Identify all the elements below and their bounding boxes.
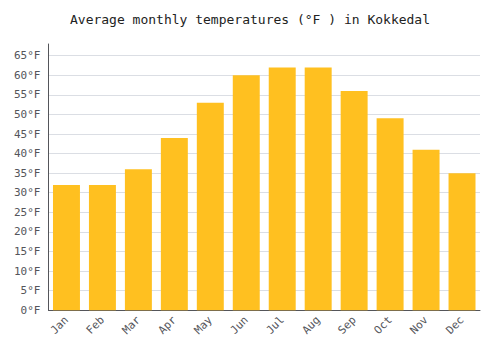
svg-text:55°F: 55°F bbox=[14, 88, 41, 101]
svg-text:Mar: Mar bbox=[120, 313, 143, 336]
svg-text:Oct: Oct bbox=[371, 314, 394, 337]
svg-text:0°F: 0°F bbox=[21, 304, 41, 317]
svg-text:Aug: Aug bbox=[300, 314, 323, 337]
svg-text:50°F: 50°F bbox=[14, 108, 41, 121]
svg-text:20°F: 20°F bbox=[14, 225, 41, 238]
svg-text:45°F: 45°F bbox=[14, 128, 41, 141]
svg-text:10°F: 10°F bbox=[14, 265, 41, 278]
svg-text:Feb: Feb bbox=[84, 314, 107, 337]
svg-text:35°F: 35°F bbox=[14, 167, 41, 180]
svg-text:Dec: Dec bbox=[443, 314, 466, 337]
svg-text:40°F: 40°F bbox=[14, 147, 41, 160]
svg-text:25°F: 25°F bbox=[14, 206, 41, 219]
svg-text:5°F: 5°F bbox=[21, 284, 41, 297]
svg-text:Sep: Sep bbox=[336, 314, 359, 337]
svg-text:Nov: Nov bbox=[407, 313, 430, 336]
svg-text:Jan: Jan bbox=[48, 314, 71, 337]
svg-text:60°F: 60°F bbox=[14, 69, 41, 82]
svg-text:Average monthly temperatures (: Average monthly temperatures (°F ) in Ko… bbox=[70, 12, 430, 27]
svg-text:15°F: 15°F bbox=[14, 245, 41, 258]
svg-text:May: May bbox=[192, 313, 215, 336]
svg-text:30°F: 30°F bbox=[14, 186, 41, 199]
svg-text:65°F: 65°F bbox=[14, 49, 41, 62]
svg-text:Jun: Jun bbox=[228, 314, 251, 337]
svg-text:Jul: Jul bbox=[264, 314, 287, 337]
svg-text:Apr: Apr bbox=[156, 313, 179, 336]
